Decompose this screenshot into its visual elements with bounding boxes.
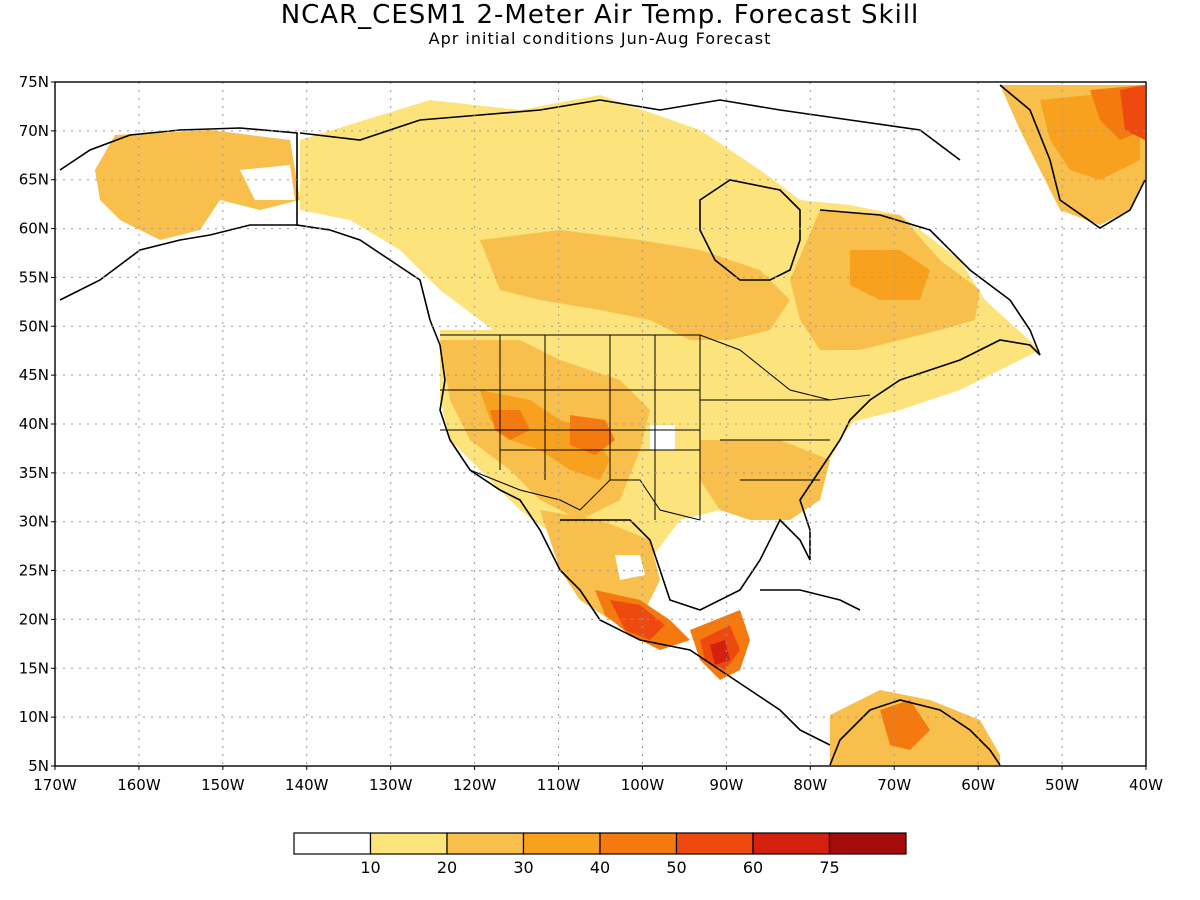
shade-hole-mexico — [615, 555, 645, 580]
lat-label-65N: 65N — [19, 171, 49, 189]
colorbar-swatch-3 — [522, 832, 601, 855]
shade-mexico — [540, 510, 660, 620]
lat-label-20N: 20N — [19, 610, 49, 628]
border-us-mexico — [469, 469, 701, 521]
lon-label-120W: 120W — [453, 776, 497, 794]
coastline-gulf — [560, 339, 1041, 611]
border-us-canada — [440, 334, 871, 401]
colorbar-label-10: 10 — [360, 858, 380, 877]
map-subtitle: Apr initial conditions Jun-Aug Forecast — [428, 29, 772, 48]
lon-label-40W: 40W — [1129, 776, 1163, 794]
lon-label-100W: 100W — [621, 776, 665, 794]
colorbar-swatch-7 — [828, 832, 907, 855]
lon-label-110W: 110W — [537, 776, 581, 794]
colorbar: 10 20 30 40 50 60 75 — [293, 832, 907, 877]
lon-label-140W: 140W — [285, 776, 329, 794]
lat-label-55N: 55N — [19, 268, 49, 286]
coastline-alaska-south — [59, 224, 297, 301]
lon-label-160W: 160W — [117, 776, 161, 794]
latitude-labels: 75N 70N 65N 60N 55N 50N 45N 40N 35N 30N 25N 20N 15N 1… — [19, 73, 49, 775]
lat-label-60N: 60N — [19, 220, 49, 238]
colorbar-label-40: 40 — [590, 858, 610, 877]
shade-canada-east-30 — [850, 250, 930, 300]
colorbar-swatch-2 — [446, 832, 525, 855]
lat-label-10N: 10N — [19, 708, 49, 726]
skill-shading — [95, 85, 1145, 765]
colorbar-swatch-5 — [675, 832, 754, 855]
lon-label-80W: 80W — [793, 776, 827, 794]
lat-label-75N: 75N — [19, 73, 49, 91]
shade-hole-alaska — [240, 165, 295, 200]
lat-label-40N: 40N — [19, 415, 49, 433]
colorbar-label-30: 30 — [513, 858, 533, 877]
coastline-hudson — [699, 179, 801, 281]
shade-greenland-50 — [1120, 85, 1145, 140]
coastline-south-america — [829, 699, 1001, 766]
coastline-greenland — [999, 84, 1146, 229]
lon-label-90W: 90W — [709, 776, 743, 794]
longitude-labels: 170W 160W 150W 140W 130W 120W 110W 100W 90W 80W 70… — [33, 776, 1163, 794]
coastline-arctic — [299, 99, 961, 161]
axis-ticks — [51, 81, 1147, 770]
grid-lines — [55, 82, 1146, 766]
lat-label-15N: 15N — [19, 659, 49, 677]
lon-label-50W: 50W — [1045, 776, 1079, 794]
shade-canada-central — [480, 230, 790, 340]
lat-label-70N: 70N — [19, 122, 49, 140]
lat-label-25N: 25N — [19, 562, 49, 580]
colorbar-label-20: 20 — [437, 858, 457, 877]
coastline-cuba — [760, 589, 861, 611]
colorbar-label-60: 60 — [743, 858, 763, 877]
colorbar-label-50: 50 — [666, 858, 686, 877]
lon-label-150W: 150W — [201, 776, 245, 794]
shade-mexico-50 — [610, 600, 665, 640]
lat-label-5N: 5N — [28, 757, 49, 775]
state-lines — [440, 335, 830, 520]
lon-label-130W: 130W — [369, 776, 413, 794]
shade-alaska — [95, 130, 300, 240]
lat-label-45N: 45N — [19, 366, 49, 384]
colorbar-label-75: 75 — [819, 858, 839, 877]
lon-label-70W: 70W — [877, 776, 911, 794]
lat-label-50N: 50N — [19, 317, 49, 335]
lon-label-170W: 170W — [33, 776, 77, 794]
coastlines — [59, 84, 1146, 766]
colorbar-swatch-0 — [293, 832, 372, 855]
lat-label-35N: 35N — [19, 464, 49, 482]
shade-colorado-40 — [570, 415, 615, 455]
colorbar-swatch-1 — [369, 832, 448, 855]
state-borders — [296, 133, 871, 521]
coastline-labrador — [819, 209, 1041, 356]
map-title: NCAR_CESM1 2-Meter Air Temp. Forecast Sk… — [280, 0, 920, 30]
shade-south-america-40 — [880, 700, 930, 750]
shade-central-america-60 — [710, 640, 730, 665]
shade-hole-kansas — [650, 425, 675, 450]
colorbar-swatch-4 — [599, 832, 678, 855]
lat-label-30N: 30N — [19, 513, 49, 531]
coastline-west-us — [439, 344, 831, 746]
colorbar-swatch-6 — [752, 832, 831, 855]
lon-label-60W: 60W — [961, 776, 995, 794]
